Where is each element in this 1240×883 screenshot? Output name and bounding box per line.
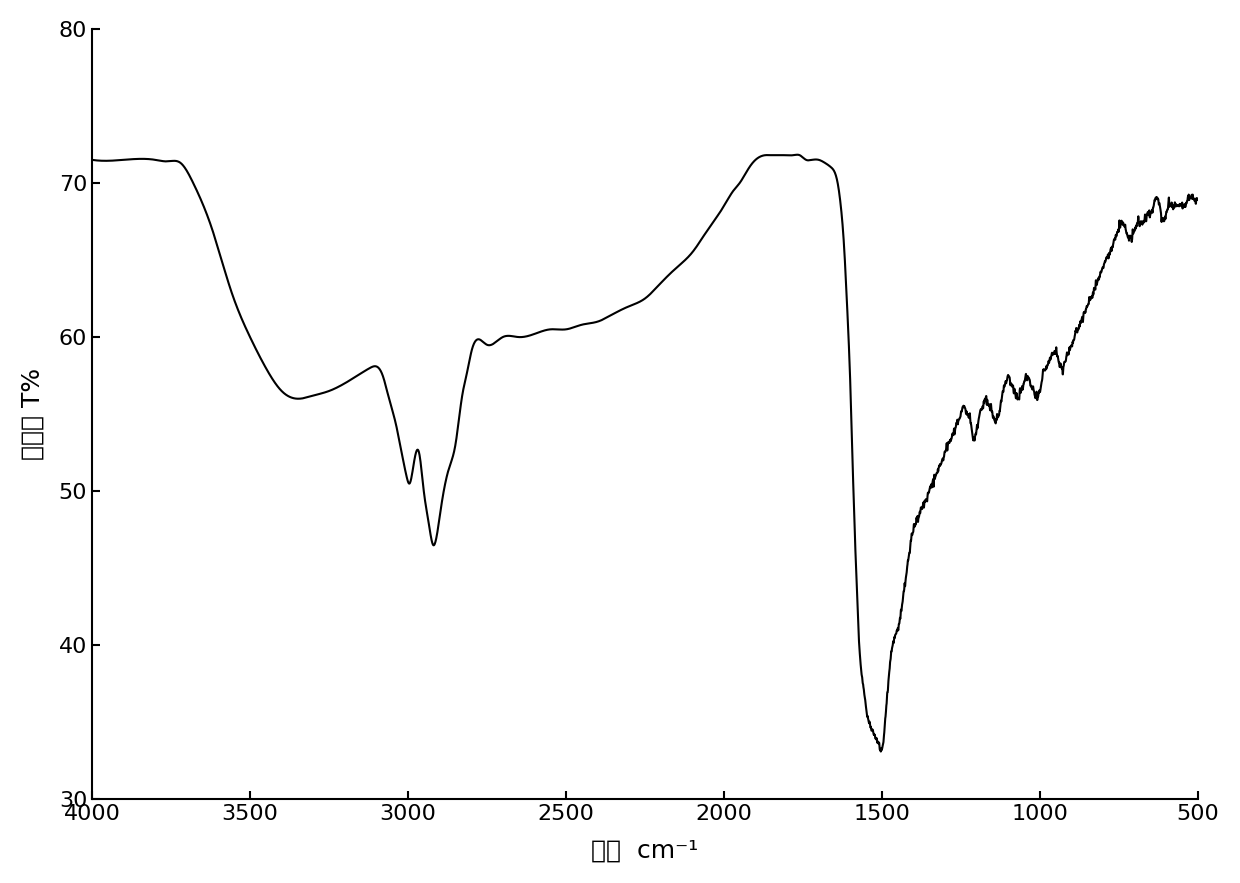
Y-axis label: 吸光度 T%: 吸光度 T%	[21, 368, 45, 460]
X-axis label: 波数  cm⁻¹: 波数 cm⁻¹	[591, 838, 698, 862]
